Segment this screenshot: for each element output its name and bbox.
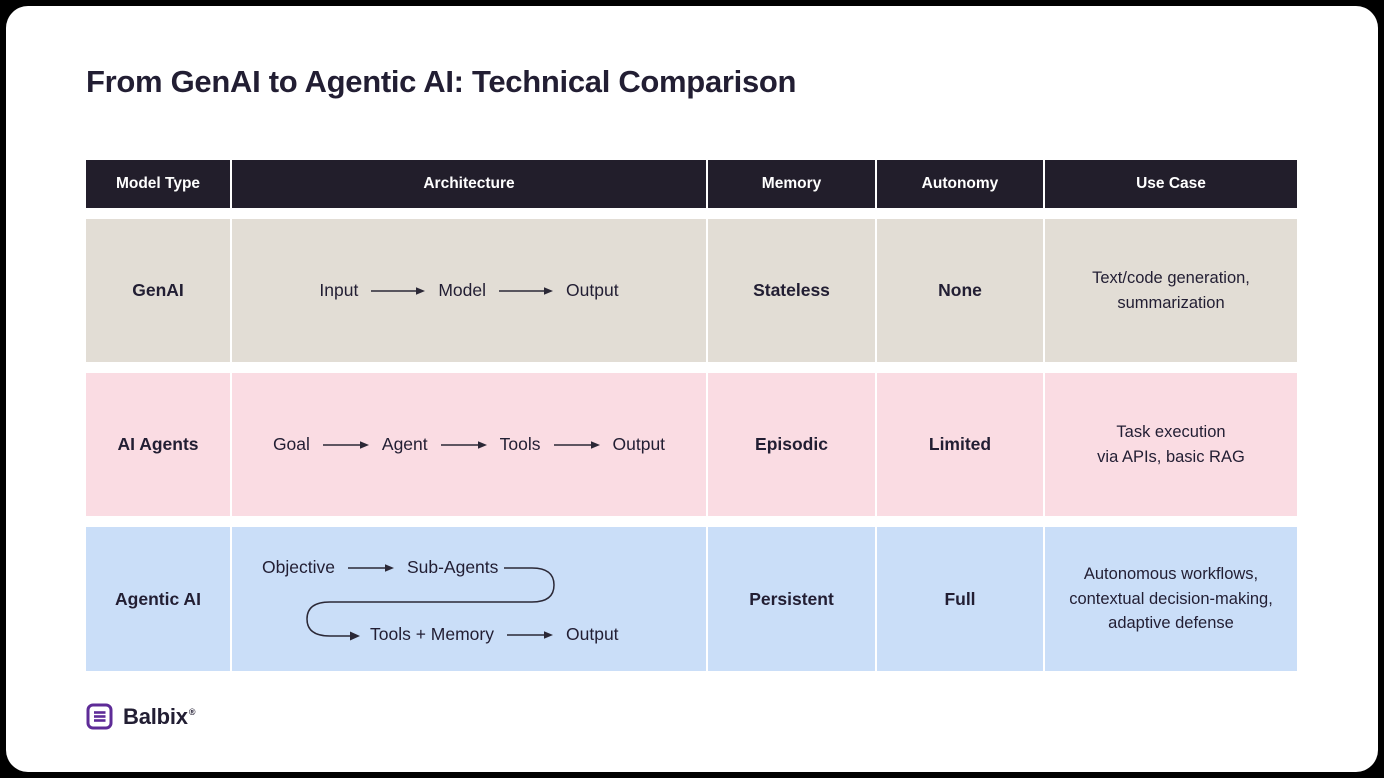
flow-step: Output (612, 434, 666, 454)
use-case-line: Task execution (1116, 422, 1226, 441)
brand-name-text: Balbix (123, 703, 188, 729)
ai-agents-flow-diagram: Goal Agent Tools Output (273, 434, 665, 455)
flow-step: Agent (381, 434, 428, 454)
column-header-model-type: Model Type (86, 160, 230, 208)
memory-cell-agentic-ai: Persistent (708, 527, 875, 671)
flow-step: Output (566, 624, 619, 644)
column-header-memory: Memory (708, 160, 875, 208)
flow-step: Goal (272, 434, 310, 454)
use-case-line: summarization (1117, 293, 1225, 312)
brand-name: Balbix® (123, 704, 195, 730)
page-title: From GenAI to Agentic AI: Technical Comp… (86, 64, 797, 99)
model-type-cell-genai: GenAI (86, 219, 230, 362)
use-case-cell-ai-agents: Task execution via APIs, basic RAG (1045, 373, 1297, 516)
use-case-line: via APIs, basic RAG (1097, 447, 1245, 466)
comparison-table: Model Type Architecture Memory Autonomy … (86, 160, 1297, 671)
use-case-cell-agentic-ai: Autonomous workflows, contextual decisio… (1045, 527, 1297, 671)
flow-arrow-icon (507, 630, 553, 639)
loop-flow-line-2: Tools + Memory Output (370, 624, 619, 645)
agentic-ai-flow-diagram: Objective Sub-Agents Tools + Memory Outp… (232, 527, 706, 671)
memory-cell-ai-agents: Episodic (708, 373, 875, 516)
brand-footer: Balbix® (86, 703, 1303, 730)
architecture-cell-ai-agents: Goal Agent Tools Output (232, 373, 706, 516)
model-type-cell-ai-agents: AI Agents (86, 373, 230, 516)
flow-step: Tools + Memory (370, 624, 494, 644)
use-case-line: Autonomous workflows, (1083, 564, 1259, 583)
flow-step: Tools (499, 434, 541, 454)
memory-cell-genai: Stateless (708, 219, 875, 362)
flow-step: Sub-Agents (406, 557, 499, 577)
balbix-logo-icon (86, 703, 113, 730)
flow-step: Objective (262, 557, 335, 577)
column-header-architecture: Architecture (232, 160, 706, 208)
flow-step: Output (566, 280, 619, 300)
flow-arrow-icon (499, 286, 554, 295)
flow-arrow-icon (347, 563, 394, 572)
registered-trademark: ® (188, 707, 196, 718)
use-case-line: contextual decision-making, (1069, 589, 1273, 608)
model-type-cell-agentic-ai: Agentic AI (86, 527, 230, 671)
comparison-card: From GenAI to Agentic AI: Technical Comp… (6, 6, 1378, 772)
flow-arrow-icon (371, 286, 426, 295)
column-header-autonomy: Autonomy (877, 160, 1043, 208)
genai-flow-diagram: Input Model Output (319, 280, 618, 301)
use-case-line: adaptive defense (1108, 614, 1234, 633)
flow-arrow-icon (440, 440, 487, 449)
flow-arrow-icon (322, 440, 369, 449)
column-header-use-case: Use Case (1045, 160, 1297, 208)
flow-step: Input (319, 280, 359, 300)
loop-flow-line-1: Objective Sub-Agents (262, 557, 498, 578)
autonomy-cell-agentic-ai: Full (877, 527, 1043, 671)
flow-step: Model (438, 280, 487, 300)
autonomy-cell-genai: None (877, 219, 1043, 362)
autonomy-cell-ai-agents: Limited (877, 373, 1043, 516)
architecture-cell-genai: Input Model Output (232, 219, 706, 362)
loop-connector-icon (306, 567, 555, 641)
use-case-cell-genai: Text/code generation, summarization (1045, 219, 1297, 362)
use-case-line: Text/code generation, (1092, 268, 1250, 287)
flow-arrow-icon (553, 440, 600, 449)
architecture-cell-agentic-ai: Objective Sub-Agents Tools + Memory Outp… (232, 527, 706, 671)
